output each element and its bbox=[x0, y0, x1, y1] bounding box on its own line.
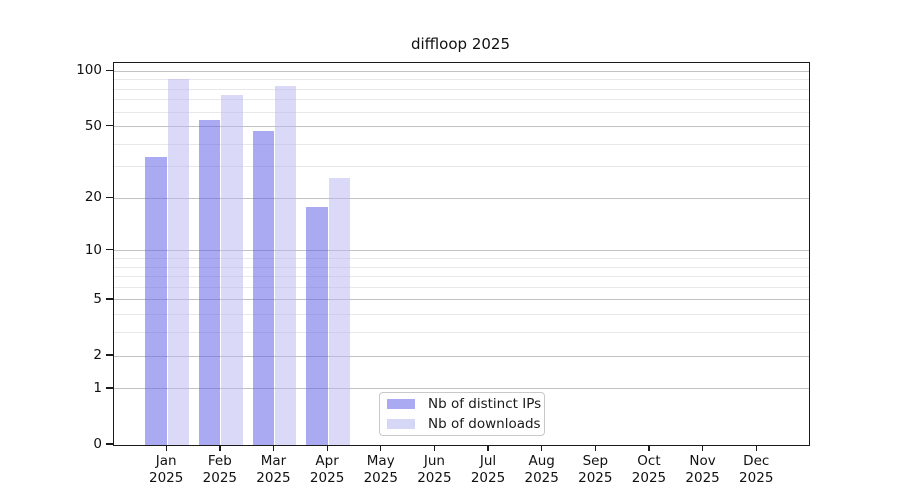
y-gridline-minor bbox=[114, 332, 809, 334]
bar-distinct-ips-mar-2025 bbox=[252, 131, 275, 445]
bar-downloads-apr-2025 bbox=[328, 178, 351, 445]
x-tick-mark bbox=[165, 445, 167, 451]
bar-distinct-ips-jan-2025 bbox=[145, 157, 167, 445]
y-gridline-minor bbox=[114, 143, 809, 145]
legend-item-distinct-ips: Nb of distinct IPs bbox=[387, 396, 544, 412]
x-tick-mark bbox=[272, 445, 275, 451]
x-tick-label-aug: Aug 2025 bbox=[524, 453, 559, 486]
y-gridline-minor bbox=[114, 276, 809, 278]
x-tick-label-jul: Jul 2025 bbox=[470, 453, 506, 486]
plot-area: Nb of distinct IPs Nb of downloads bbox=[113, 62, 810, 446]
y-tick-label: 2 bbox=[93, 347, 102, 364]
bar-downloads-feb-2025 bbox=[221, 95, 243, 445]
y-tick-label: 10 bbox=[84, 241, 102, 258]
legend-label-distinct-ips: Nb of distinct IPs bbox=[428, 396, 542, 412]
x-tick-mark bbox=[219, 445, 221, 451]
x-tick-label-apr: Apr 2025 bbox=[309, 453, 345, 486]
legend-swatch-distinct-ips bbox=[387, 399, 415, 409]
y-gridline-minor bbox=[114, 88, 809, 90]
y-tick-label: 0 bbox=[93, 436, 102, 452]
x-tick-label-may: May 2025 bbox=[363, 453, 398, 486]
legend-label-downloads: Nb of downloads bbox=[428, 416, 541, 432]
y-tick-mark bbox=[106, 298, 113, 300]
y-tick-label: 100 bbox=[76, 62, 102, 79]
x-tick-mark bbox=[755, 445, 757, 451]
y-tick-mark bbox=[106, 387, 113, 389]
bar-downloads-mar-2025 bbox=[274, 86, 297, 445]
x-tick-label-jan: Jan 2025 bbox=[149, 453, 184, 486]
y-gridline-major bbox=[114, 197, 809, 199]
y-gridline-major bbox=[114, 299, 809, 301]
y-gridline-major bbox=[114, 70, 809, 72]
y-gridline-minor bbox=[114, 166, 809, 168]
legend-item-downloads: Nb of downloads bbox=[387, 416, 544, 432]
chart-title: diffloop 2025 bbox=[410, 35, 510, 53]
y-tick-mark bbox=[106, 196, 113, 199]
legend-swatch-downloads bbox=[387, 419, 415, 429]
x-tick-mark bbox=[541, 445, 543, 451]
y-tick-label: 1 bbox=[93, 379, 102, 396]
bar-downloads-jan-2025 bbox=[167, 78, 190, 445]
x-tick-label-mar: Mar 2025 bbox=[256, 453, 291, 486]
y-gridline-major bbox=[114, 126, 809, 128]
x-tick-mark bbox=[326, 445, 328, 451]
y-tick-mark bbox=[106, 249, 113, 251]
y-tick-label: 50 bbox=[84, 117, 102, 134]
bar-distinct-ips-apr-2025 bbox=[306, 206, 328, 445]
y-tick-label: 20 bbox=[84, 189, 102, 206]
x-tick-label-nov: Nov 2025 bbox=[685, 453, 720, 486]
legend: Nb of distinct IPs Nb of downloads bbox=[379, 392, 545, 436]
x-tick-mark bbox=[487, 445, 489, 451]
y-tick-label: 5 bbox=[93, 290, 102, 307]
y-gridline-minor bbox=[114, 79, 809, 81]
y-tick-mark bbox=[106, 443, 113, 445]
y-gridline-minor bbox=[114, 286, 809, 288]
y-gridline-minor bbox=[114, 314, 809, 316]
y-tick-mark bbox=[106, 124, 113, 127]
x-tick-label-dec: Dec 2025 bbox=[739, 453, 774, 486]
bar-distinct-ips-feb-2025 bbox=[198, 120, 221, 445]
x-tick-label-sep: Sep 2025 bbox=[578, 453, 613, 486]
x-tick-mark bbox=[594, 445, 597, 451]
y-gridline-minor bbox=[114, 266, 809, 268]
x-tick-mark bbox=[648, 445, 650, 451]
y-gridline-major bbox=[114, 250, 809, 252]
y-gridline-major bbox=[114, 388, 809, 390]
y-gridline-minor bbox=[114, 258, 809, 259]
x-tick-label-oct: Oct 2025 bbox=[631, 453, 667, 486]
y-gridline-minor bbox=[114, 111, 809, 113]
y-tick-mark bbox=[106, 69, 113, 71]
x-tick-mark bbox=[380, 445, 382, 451]
x-tick-mark bbox=[702, 445, 704, 451]
y-gridline-minor bbox=[114, 99, 809, 101]
y-gridline-major bbox=[114, 355, 809, 357]
x-tick-label-feb: Feb 2025 bbox=[202, 453, 237, 486]
x-tick-mark bbox=[433, 445, 436, 451]
x-tick-label-jun: Jun 2025 bbox=[417, 453, 452, 486]
y-tick-mark bbox=[106, 354, 113, 356]
